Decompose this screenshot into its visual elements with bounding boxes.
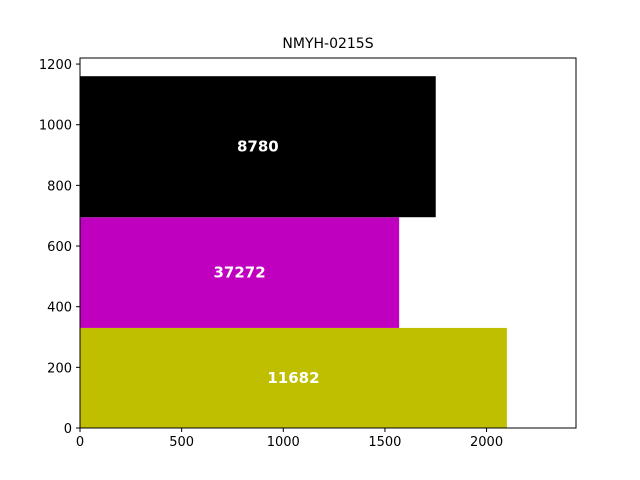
bar-label: 11682 xyxy=(267,369,319,387)
x-tick-label: 2000 xyxy=(470,435,503,450)
y-tick-label: 800 xyxy=(47,179,72,194)
x-tick-label: 1500 xyxy=(368,435,401,450)
bar xyxy=(80,327,507,428)
bar-labels-layer: 11682 37272 8780 xyxy=(213,138,319,387)
bar-label: 8780 xyxy=(237,138,279,156)
bars-layer xyxy=(80,76,507,428)
y-tick-label: 400 xyxy=(47,301,72,316)
x-tick-label: 1000 xyxy=(267,435,300,450)
bar-label: 37272 xyxy=(213,264,265,282)
y-tick-label: 1200 xyxy=(39,58,72,73)
chart-title: NMYH-0215S xyxy=(282,36,373,52)
y-axis: 0 200 400 600 800 1000 1200 xyxy=(39,58,80,437)
y-tick-label: 1000 xyxy=(39,119,72,134)
y-tick-label: 600 xyxy=(47,240,72,255)
x-tick-label: 500 xyxy=(169,435,194,450)
x-axis: 0 500 1000 1500 2000 xyxy=(76,428,503,450)
bar xyxy=(80,217,400,328)
y-tick-label: 200 xyxy=(47,361,72,376)
plot-frame xyxy=(79,57,577,429)
x-tick-label: 0 xyxy=(76,435,84,450)
y-tick-label: 0 xyxy=(64,422,72,437)
bar xyxy=(80,76,436,218)
